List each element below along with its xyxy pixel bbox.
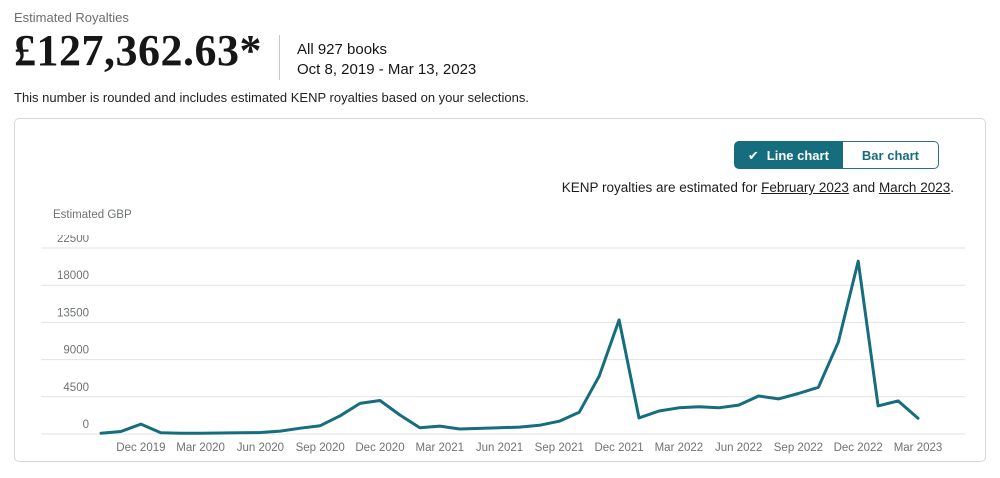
march-2023-link[interactable]: March 2023 [878, 180, 951, 195]
x-tick-label: Mar 2021 [416, 442, 465, 454]
y-tick-label: 9000 [63, 345, 89, 357]
x-tick-label: Jun 2020 [237, 442, 284, 454]
y-tick-label: 18000 [57, 270, 89, 282]
x-tick-label: Jun 2021 [476, 442, 523, 454]
y-tick-label: 0 [83, 419, 89, 431]
royalties-chart-card: ✔ Line chart Bar chart KENP royalties ar… [14, 118, 986, 462]
x-tick-label: Dec 2022 [834, 442, 883, 454]
bar-chart-button-label: Bar chart [861, 147, 919, 163]
y-tick-label: 13500 [57, 307, 89, 319]
x-tick-label: Mar 2023 [894, 442, 943, 454]
vertical-divider [279, 35, 280, 80]
books-scope: All 927 books [297, 41, 388, 58]
x-tick-label: Mar 2022 [655, 442, 704, 454]
royalties-amount-row: £127,362.63* All 927 books Oct 8, 2019 -… [14, 26, 986, 80]
line-chart-button[interactable]: ✔ Line chart [733, 141, 843, 169]
royalties-scope: All 927 books Oct 8, 2019 - Mar 13, 2023 [297, 27, 476, 80]
royalties-line-series[interactable] [99, 259, 920, 435]
x-tick-label: Dec 2019 [116, 442, 165, 454]
bar-chart-button[interactable]: Bar chart [842, 141, 939, 169]
royalties-header: Estimated Royalties £127,362.63* All 927… [0, 0, 1000, 105]
royalties-amount: £127,362.63* [14, 26, 262, 75]
check-icon: ✔ [747, 147, 759, 163]
line-chart-button-label: Line chart [766, 147, 829, 163]
x-tick-label: Sep 2022 [774, 442, 823, 454]
february-2023-link[interactable]: February 2023 [761, 180, 849, 195]
x-tick-label: Dec 2021 [594, 442, 643, 454]
kenp-note-conjunction: and [848, 180, 879, 195]
line-chart-area[interactable]: 0 4500 9000 13500 18000 22500 Dec 2019 Mar 2020… [41, 233, 967, 463]
x-tick-label: Jun 2022 [715, 442, 762, 454]
kenp-note-prefix: KENP royalties are estimated for [561, 180, 762, 195]
rounding-note: This number is rounded and includes esti… [14, 90, 529, 105]
x-tick-label: Mar 2020 [176, 442, 225, 454]
y-tick-label: 4500 [63, 382, 89, 394]
y-axis-title: Estimated GBP [53, 209, 132, 221]
x-tick-label: Sep 2021 [535, 442, 584, 454]
royalties-line-chart: 0 4500 9000 13500 18000 22500 Dec 2019 Mar 2020… [41, 233, 965, 454]
x-tick-label: Dec 2020 [355, 442, 404, 454]
kenp-estimate-note: KENP royalties are estimated for Februar… [562, 180, 954, 195]
chart-type-toggle: ✔ Line chart Bar chart [733, 141, 939, 169]
y-tick-label: 22500 [57, 235, 89, 245]
kenp-note-suffix: . [950, 180, 954, 195]
royalties-header-label: Estimated Royalties [14, 10, 129, 25]
date-range: Oct 8, 2019 - Mar 13, 2023 [297, 61, 477, 78]
x-tick-label: Sep 2020 [296, 442, 345, 454]
